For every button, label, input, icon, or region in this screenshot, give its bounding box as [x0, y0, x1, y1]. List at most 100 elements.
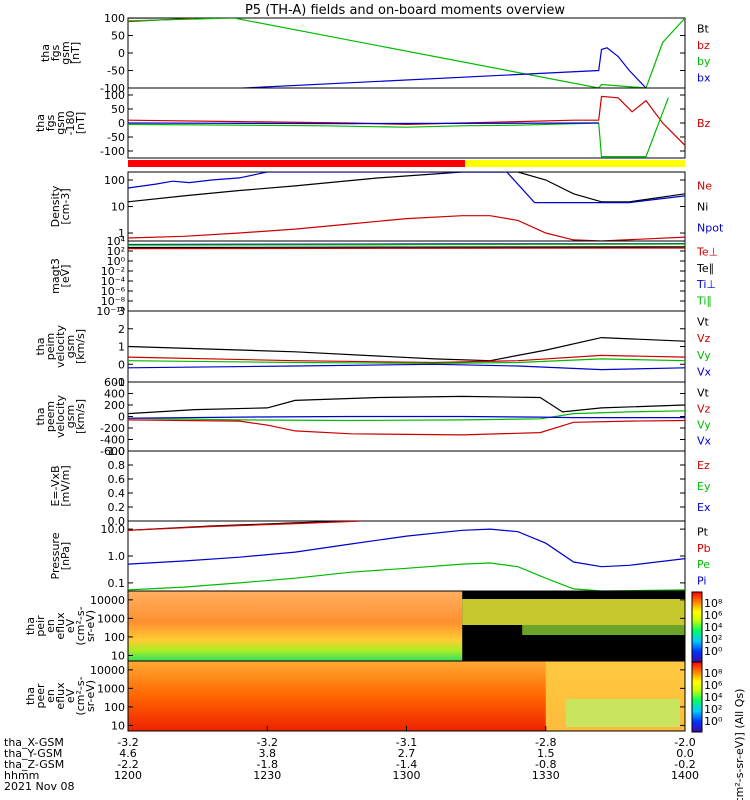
y-axis-label: [km/s] [74, 329, 87, 364]
y-tick-label: 10000 [90, 594, 125, 607]
series-Vy [128, 358, 685, 365]
y-axis-label: [nT] [74, 112, 87, 134]
legend-entry: Te⊥ [696, 246, 718, 259]
y-axis-label: tha [34, 114, 47, 132]
x-row-value: -3.1 [396, 736, 417, 749]
y-tick-label: -50 [107, 131, 125, 144]
series-Ti∥ [128, 243, 685, 246]
series-Pi [128, 528, 685, 568]
x-row-value: -3.2 [117, 736, 138, 749]
x-row-label: tha_Y-GSM [4, 747, 62, 760]
series-Ni [128, 172, 685, 203]
y-tick-label: 0.2 [108, 501, 126, 514]
series-Pe [128, 562, 685, 591]
x-row-value: 4.6 [119, 747, 137, 760]
y-axis-label: gsm [64, 405, 77, 428]
y-axis-label: peem [44, 401, 57, 432]
x-row-value: 1200 [114, 769, 142, 782]
y-axis-label: [km/s] [74, 399, 87, 434]
y-tick-label: 50 [111, 103, 125, 116]
y-tick-label: 0.4 [108, 487, 126, 500]
legend-entry: Vt [697, 386, 710, 399]
spectrogram-ion-right-band2 [522, 625, 685, 635]
y-axis-label: eV [64, 618, 77, 633]
y-axis-label: tha [24, 687, 37, 705]
y-tick-label: 10² [107, 245, 125, 258]
colorbar-bottom [691, 661, 703, 733]
y-axis-label: peim [44, 333, 57, 361]
y-tick-label: 10000 [90, 664, 125, 677]
y-axis-label: sr-eV) [84, 680, 97, 712]
y-tick-label: -50 [107, 65, 125, 78]
y-axis-label: fgs [44, 114, 57, 131]
y-axis-label: velocity [54, 395, 67, 438]
y-tick-label: 0.1 [108, 577, 126, 590]
y-axis-label: (cm²-s- [74, 676, 87, 715]
y-axis-label: [cm-3] [59, 188, 72, 224]
y-tick-label: 10⁻¹⁰ [96, 305, 125, 318]
legend-entry: Ne [697, 180, 712, 193]
series-Bx [128, 97, 669, 158]
series-Vy [128, 410, 685, 422]
x-row-value: 1230 [253, 769, 281, 782]
x-row-value: 1400 [671, 769, 699, 782]
mode-bar-segment [128, 160, 465, 167]
y-tick-label: 2 [118, 323, 125, 336]
y-tick-label: 10⁻⁸ [101, 295, 126, 308]
y-tick-label: 0.0 [108, 515, 126, 528]
y-tick-label: 0 [118, 117, 125, 130]
legend-entry: bx [697, 71, 711, 84]
y-tick-label: 100 [104, 89, 125, 102]
y-axis-label: [mV/m] [59, 465, 72, 506]
spectrogram-electron-green [565, 699, 680, 727]
y-tick-label: 10⁻⁶ [101, 285, 126, 298]
legend-entry: Ni [697, 201, 708, 214]
y-tick-label: 1 [118, 341, 125, 354]
series-Ne [128, 215, 685, 241]
colorbar-tick-label: 10² [704, 633, 722, 646]
y-axis-label: peer [34, 683, 47, 709]
y-axis-label: Density [49, 185, 62, 227]
x-row-value: -1.4 [396, 758, 417, 771]
y-axis-label: eflux [54, 612, 67, 640]
panel-9: 10000 1000 100 10 thapeirenefluxeV(cm²-s-sr-… [24, 590, 686, 662]
mode-bar [128, 160, 685, 167]
x-row-value: 0.0 [676, 747, 694, 760]
legend-entry: Ey [697, 480, 711, 493]
legend-entry: Pe [697, 558, 710, 571]
series-Npot [128, 172, 685, 204]
y-axis-label: Pressure [49, 532, 62, 579]
panel-frame [127, 520, 686, 592]
series-Te⊥ [128, 247, 685, 250]
y-axis-label: tha [24, 617, 37, 635]
x-row-value: 1.5 [537, 747, 555, 760]
legend-entry: Vx [697, 435, 712, 448]
legend-entry: Pt [697, 526, 709, 539]
y-tick-label: 50 [111, 30, 125, 43]
panel-3: 100 10 1 Density[cm-3] Ne Ni Npot [49, 171, 724, 242]
x-row-value: -0.8 [535, 758, 556, 771]
colorbar-tick-label: 10² [704, 703, 722, 716]
y-axis-label: magt3 [49, 258, 62, 294]
x-row-value: -1.8 [257, 758, 278, 771]
x-axis: tha_X-GSM -3.2 -3.2 -3.1 -2.8 -2.0 tha_Y-GSM 4.… [4, 726, 699, 793]
panel-7: 1.00.80.60.40.20.0 E=-VxB[mV/m] Ez Ey Ex [49, 445, 711, 528]
y-axis-label: en [44, 619, 57, 633]
colorbar-label: [eV/(cm²-s-sr-eV)] (All Qs) [733, 689, 746, 800]
y-tick-label: 10.0 [101, 523, 126, 536]
y-axis-label: tha [34, 407, 47, 425]
colorbar-top [691, 591, 703, 663]
series-bx [128, 47, 647, 88]
x-row-value: -2.8 [535, 736, 556, 749]
y-tick-label: -600 [100, 445, 125, 458]
y-axis-label: tha [34, 337, 47, 355]
legend-entry: Te∥ [696, 262, 714, 275]
legend-entry: Pb [697, 542, 711, 555]
x-row-value: -2.2 [117, 758, 138, 771]
legend-entry: Vt [697, 316, 710, 329]
legend-entry: Vz [697, 332, 711, 345]
